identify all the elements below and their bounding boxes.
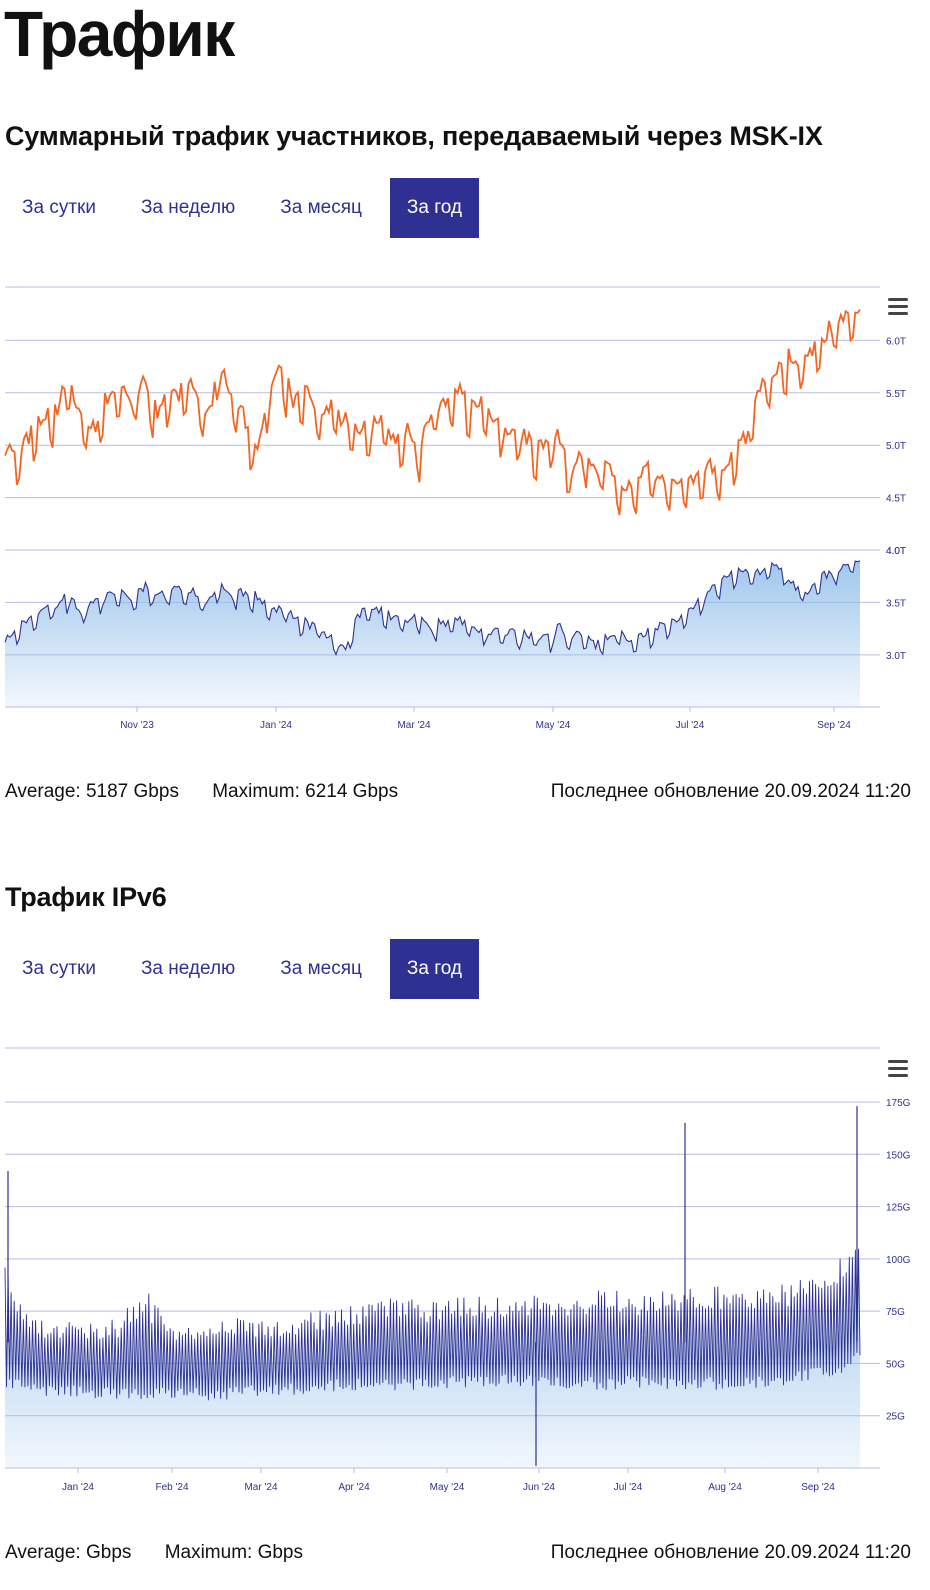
x-tick-label: Mar '24 xyxy=(244,1482,277,1493)
section-title-total-traffic: Суммарный трафик участников, передаваемы… xyxy=(5,121,823,151)
y-tick-label: 150G xyxy=(886,1150,911,1161)
maximum-value: Maximum: Gbps xyxy=(164,1542,303,1563)
tab-month[interactable]: За месяц xyxy=(280,958,362,979)
x-tick-label: Sep '24 xyxy=(817,720,851,731)
x-tick-label: May '24 xyxy=(536,720,571,731)
y-tick-label: 4.5T xyxy=(886,494,906,505)
chart-menu-icon[interactable] xyxy=(888,1060,908,1078)
y-tick-label: 6.0T xyxy=(886,336,906,347)
period-tabs-ipv6: За сутки За неделю За месяц За год xyxy=(5,939,490,999)
section-title-ipv6: Трафик IPv6 xyxy=(5,882,167,912)
y-tick-label: 4.0T xyxy=(886,546,906,557)
x-tick-label: Jun '24 xyxy=(523,1482,555,1493)
tab-day[interactable]: За сутки xyxy=(22,197,96,218)
x-tick-label: Nov '23 xyxy=(120,720,154,731)
series-line-blue xyxy=(4,560,861,656)
y-tick-label: 75G xyxy=(886,1307,905,1318)
last-updated: Последнее обновление 20.09.2024 11:20 xyxy=(550,1542,911,1563)
stats-total: Average: 5187 Gbps Maximum: 6214 Gbps xyxy=(5,781,426,803)
tab-week[interactable]: За неделю xyxy=(140,197,236,218)
x-tick-label: Aug '24 xyxy=(708,1482,742,1493)
y-tick-label: 25G xyxy=(886,1412,905,1423)
tab-year[interactable]: За год xyxy=(389,178,479,238)
y-tick-label: 4.0T xyxy=(886,546,906,557)
ipv6-traffic-chart: 25G 50G 75G 100G 125G 150G 175G Jan '24 Feb '24 M… xyxy=(4,1047,911,1493)
y-tick-label: 3.5T xyxy=(886,598,906,609)
tab-week[interactable]: За неделю xyxy=(140,958,236,979)
y-tick-label: 175G xyxy=(886,1098,911,1109)
tab-day[interactable]: За сутки xyxy=(22,958,96,979)
x-tick-label: Sep '24 xyxy=(801,1482,835,1493)
y-tick-label: 5.0T xyxy=(886,441,906,452)
y-tick-label: 100G xyxy=(886,1255,911,1266)
page-title: Трафик xyxy=(4,0,235,70)
y-tick-label: 3.0T xyxy=(886,651,906,662)
average-value: Average: 5187 Gbps xyxy=(5,781,179,802)
x-tick-label: Jan '24 xyxy=(62,1482,94,1493)
series-line-ipv6 xyxy=(4,1248,861,1401)
chart-menu-icon[interactable] xyxy=(888,298,908,316)
period-tabs-total: За сутки За неделю За месяц За год xyxy=(5,178,490,238)
x-tick-label: Mar '24 xyxy=(397,720,430,731)
average-value: Average: Gbps xyxy=(5,1542,132,1563)
tab-month[interactable]: За месяц xyxy=(280,197,362,218)
tab-year[interactable]: За год xyxy=(389,939,479,999)
maximum-value: Maximum: 6214 Gbps xyxy=(212,781,399,802)
last-updated: Последнее обновление 20.09.2024 11:20 xyxy=(550,781,911,802)
y-tick-label: 5.5T xyxy=(886,389,906,400)
x-tick-label: May '24 xyxy=(430,1482,465,1493)
stats-ipv6: Average: Gbps Maximum: Gbps xyxy=(5,1542,331,1564)
series-line-orange xyxy=(4,309,861,516)
x-tick-label: Feb '24 xyxy=(155,1482,188,1493)
x-tick-label: Apr '24 xyxy=(338,1482,370,1493)
x-tick-label: Jul '24 xyxy=(676,720,705,731)
y-tick-label: 125G xyxy=(886,1203,911,1214)
y-tick-label: 50G xyxy=(886,1359,905,1370)
x-tick-label: Jul '24 xyxy=(614,1482,643,1493)
x-tick-label: Jan '24 xyxy=(260,720,292,731)
